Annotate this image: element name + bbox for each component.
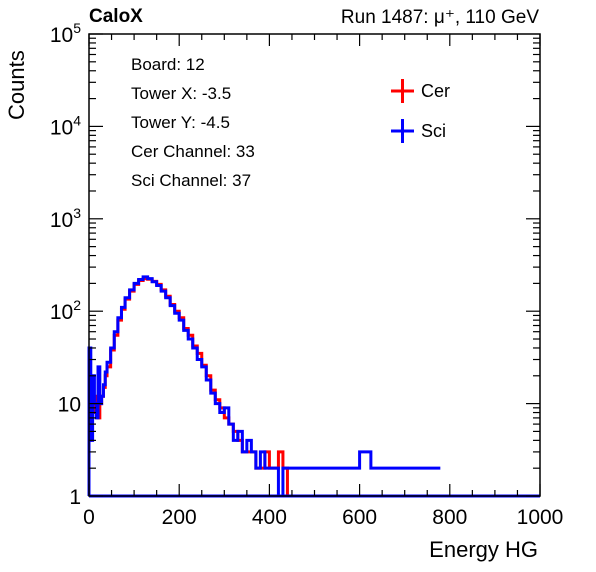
chart-header-run: Run 1487: μ⁺, 110 GeV [340, 7, 539, 28]
legend-sci-label: Sci [421, 121, 447, 141]
x-tick-label: 600 [342, 506, 377, 529]
y-tick-label: 1 [69, 486, 81, 509]
y-tick-label: 10 [58, 394, 81, 417]
x-tick-label: 1000 [517, 506, 564, 529]
x-tick-label: 0 [83, 506, 95, 529]
y-axis-label: Counts [4, 50, 30, 120]
series-line-sci [87, 275, 441, 498]
info-tower-y: Tower Y: -4.5 [131, 113, 230, 132]
info-sci-channel: Sci Channel: 37 [131, 171, 252, 190]
x-axis-label: Energy HG [429, 537, 538, 562]
y-axis-label-text: Counts [4, 50, 29, 120]
y-tick-label: 103 [50, 205, 81, 232]
y-tick-label: 104 [50, 112, 81, 139]
chart-header-experiment: CaloX [89, 6, 143, 27]
legend-cer-label: Cer [421, 81, 451, 101]
y-tick-label: 102 [50, 297, 81, 324]
info-board: Board: 12 [131, 55, 205, 74]
x-tick-label: 200 [162, 506, 197, 529]
x-tick-label: 800 [432, 506, 467, 529]
info-tower-x: Tower X: -3.5 [131, 84, 232, 103]
info-cer-channel: Cer Channel: 33 [131, 142, 255, 161]
x-tick-label: 400 [252, 506, 287, 529]
legend [391, 79, 414, 143]
y-tick-label: 105 [50, 20, 81, 47]
